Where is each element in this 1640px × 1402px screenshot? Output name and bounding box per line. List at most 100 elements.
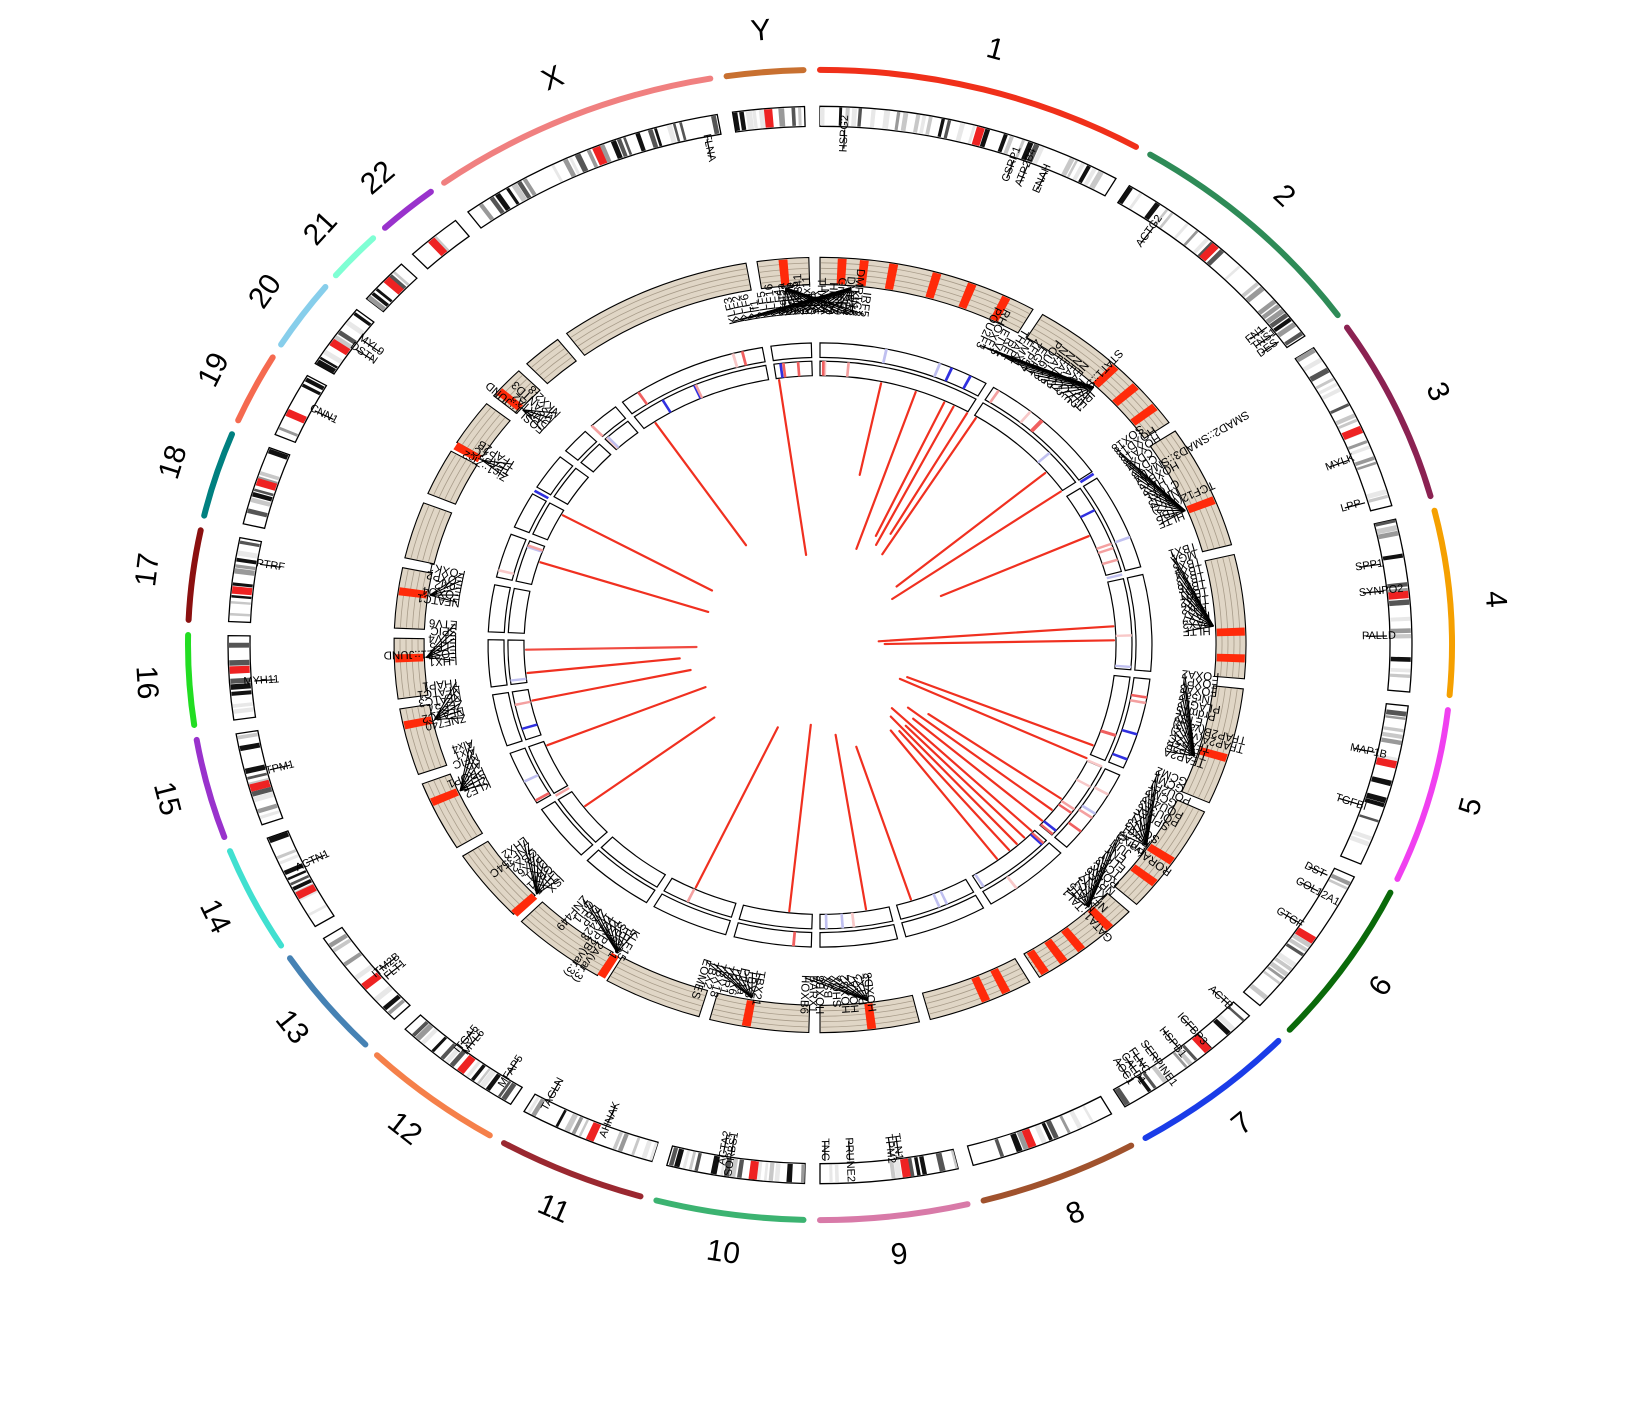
ideogram-band <box>994 1138 1005 1158</box>
ideogram-band <box>1083 168 1097 186</box>
ideogram-band <box>1249 984 1268 1000</box>
heat-ring-outer-cell <box>653 893 732 936</box>
ideogram-band <box>1182 1044 1198 1061</box>
chromosome-arc <box>201 431 235 519</box>
ideogram-band <box>354 964 374 980</box>
tf-connector <box>728 967 753 999</box>
ideogram-centromere <box>457 1055 476 1074</box>
chromosome-label: X <box>537 59 568 97</box>
ideogram-band <box>666 124 677 144</box>
tf-connector <box>522 409 552 419</box>
gene-label: LPP <box>1339 498 1362 515</box>
gene-tick <box>1299 881 1319 892</box>
tf-connector <box>1053 386 1094 390</box>
ideogram-band <box>758 109 767 129</box>
tf-hit <box>1130 403 1158 426</box>
ideogram-band <box>598 144 612 164</box>
gene-tick <box>1124 1056 1138 1074</box>
gene-tick <box>1261 341 1280 354</box>
ideogram-band <box>1315 377 1335 390</box>
heat-tick <box>962 375 972 390</box>
track-segment <box>492 370 541 415</box>
tf-connector <box>783 287 787 314</box>
ideogram-centromere <box>383 276 404 295</box>
ideogram-band <box>555 1109 567 1128</box>
heat-tick <box>1096 542 1112 550</box>
gene-label: HSPG2 <box>838 115 852 153</box>
ideogram-band <box>337 330 357 345</box>
ideogram-band <box>955 122 966 142</box>
track-gridline <box>531 344 561 368</box>
ideogram-band <box>612 1131 623 1150</box>
tf-connector <box>1088 870 1090 908</box>
chromosome-arc <box>817 1201 971 1224</box>
ideogram-band <box>1128 192 1143 210</box>
track-gridline <box>439 778 472 839</box>
ideogram-band <box>710 1155 720 1175</box>
heat-ring-inner-cell <box>553 467 590 506</box>
heat-tick <box>1121 728 1138 736</box>
ideogram-band <box>913 114 921 133</box>
chromosome-arc <box>441 75 714 186</box>
tf-connector <box>860 975 869 1002</box>
ideogram-band <box>1072 162 1086 181</box>
ideogram-ring <box>227 105 1413 1185</box>
ideogram-band <box>233 707 254 714</box>
ideogram-band <box>568 157 581 175</box>
ideogram-band <box>1089 170 1104 190</box>
ideogram-band <box>328 933 348 948</box>
heat-ring-outer-cell <box>819 342 987 397</box>
ideogram-band <box>1032 145 1045 165</box>
ideogram-band <box>323 349 343 364</box>
ideogram-centromere <box>229 665 250 674</box>
ideogram-band <box>1390 628 1411 634</box>
tf-connector <box>429 587 460 596</box>
ideogram-band <box>449 1050 466 1067</box>
chromosome-label: 22 <box>354 154 401 201</box>
tf-connector <box>1071 386 1095 404</box>
chromosome-label: 20 <box>242 268 288 314</box>
ideogram-band <box>259 471 280 481</box>
ideogram-band <box>498 1080 512 1098</box>
ideogram-band <box>236 557 257 565</box>
track-segment <box>404 502 453 565</box>
tf-connector <box>1076 386 1095 409</box>
ideogram-band <box>308 904 327 917</box>
heat-tick <box>1060 800 1076 811</box>
ideogram-band <box>1003 135 1014 155</box>
heat-tick <box>1131 693 1148 699</box>
ideogram-band <box>250 497 271 507</box>
track-gridline <box>423 706 442 767</box>
ideogram-chromosome <box>819 105 1117 197</box>
gene-tick <box>385 963 403 978</box>
heat-tick <box>1075 778 1091 788</box>
heat-tick <box>840 913 845 929</box>
tf-connector <box>1072 885 1090 908</box>
ideogram-band <box>578 1119 589 1137</box>
track-gridline <box>929 977 1027 1015</box>
link-line <box>889 729 999 860</box>
gene-tick <box>506 1058 520 1076</box>
ideogram-chromosome <box>235 729 284 826</box>
heat-ring-outer-cell <box>487 584 512 634</box>
gene-label: SPP1 <box>1354 557 1384 573</box>
tf-connector <box>850 287 854 314</box>
ideogram-band <box>1284 331 1303 346</box>
tf-connector <box>852 976 869 1002</box>
ideogram-band <box>290 875 310 886</box>
heat-tick <box>782 362 787 378</box>
tf-hit <box>1026 949 1049 976</box>
ideogram-band <box>610 140 623 159</box>
heat-tick <box>974 873 985 888</box>
ideogram-band <box>440 1043 457 1060</box>
gene-tick <box>1163 1030 1178 1047</box>
gene-tick <box>1037 171 1047 190</box>
heat-ring-outer-cell <box>901 894 985 938</box>
ideogram-band <box>732 112 741 132</box>
track-gridline <box>712 1014 808 1028</box>
gene-tick <box>895 1136 900 1156</box>
ideogram-band <box>316 359 337 374</box>
ideogram-band <box>1356 461 1377 471</box>
heat-ring-outer-cell <box>586 849 656 904</box>
heat-tick <box>498 568 515 575</box>
